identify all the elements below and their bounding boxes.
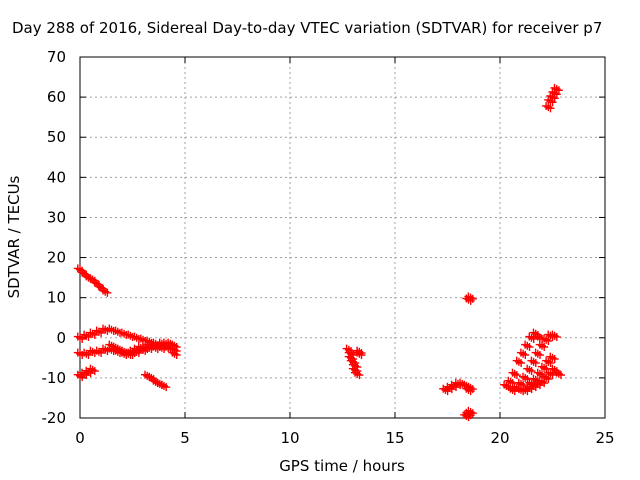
y-tick-label: -20: [42, 409, 67, 427]
data-point: [80, 348, 93, 360]
x-tick-label: 10: [280, 429, 299, 447]
data-point: [92, 326, 106, 337]
data-point: [523, 364, 536, 376]
x-tick-label: 0: [75, 429, 85, 447]
data-point: [508, 368, 521, 380]
data-point: [353, 348, 366, 360]
data-point: [351, 368, 364, 380]
data-point: [542, 101, 555, 113]
data-point: [533, 368, 547, 380]
data-point: [552, 368, 565, 380]
x-tick-label: 25: [595, 429, 614, 447]
data-point: [516, 348, 530, 360]
axis-ticks: 0 5 10 15 20 25 -20 -10 0 10 20 30 40 50 60 70: [42, 48, 615, 447]
y-tick-label: 50: [47, 128, 66, 146]
data-point: [92, 346, 106, 358]
data-point: [512, 356, 526, 368]
data-point: [537, 362, 551, 374]
data-point: [86, 364, 99, 376]
data-point: [529, 374, 542, 386]
data-point: [542, 356, 555, 368]
data-point: [168, 348, 181, 360]
y-tick-label: 60: [47, 88, 66, 106]
x-tick-label: 20: [490, 429, 509, 447]
data-point: [99, 286, 112, 297]
grid: [80, 57, 605, 418]
y-tick-label: 10: [47, 289, 66, 307]
data-point: [462, 384, 475, 396]
data-point: [546, 352, 559, 364]
data-point: [531, 348, 544, 360]
data-point: [157, 380, 171, 392]
plot-frame: [79, 56, 606, 419]
data-point: [73, 332, 87, 343]
x-axis-label: GPS time / hours: [279, 457, 405, 475]
data-point: [527, 356, 540, 368]
y-tick-label: 20: [47, 249, 66, 267]
x-tick-label: 15: [385, 429, 404, 447]
data-point: [464, 292, 477, 303]
data-point: [464, 406, 477, 418]
data-point: [550, 83, 563, 95]
data-point: [535, 340, 549, 351]
chart-title: Day 288 of 2016, Sidereal Day-to-day VTE…: [12, 19, 602, 37]
data-point: [521, 340, 534, 351]
y-tick-label: -10: [42, 369, 67, 387]
data-point: [533, 332, 547, 343]
data-point: [105, 324, 118, 335]
y-tick-label: 30: [47, 208, 66, 226]
data-points: [73, 83, 565, 422]
data-point: [344, 352, 358, 364]
y-tick-label: 40: [47, 168, 66, 186]
data-point: [548, 330, 561, 341]
x-tick-label: 5: [180, 429, 190, 447]
y-tick-label: 0: [56, 329, 66, 347]
y-axis-label: SDTVAR / TECUs: [5, 175, 23, 298]
data-point: [519, 372, 532, 384]
data-point: [82, 272, 95, 283]
data-point: [540, 334, 553, 345]
data-point: [80, 330, 93, 341]
y-tick-label: 70: [47, 48, 66, 66]
data-point: [348, 360, 362, 372]
data-point: [86, 328, 99, 339]
